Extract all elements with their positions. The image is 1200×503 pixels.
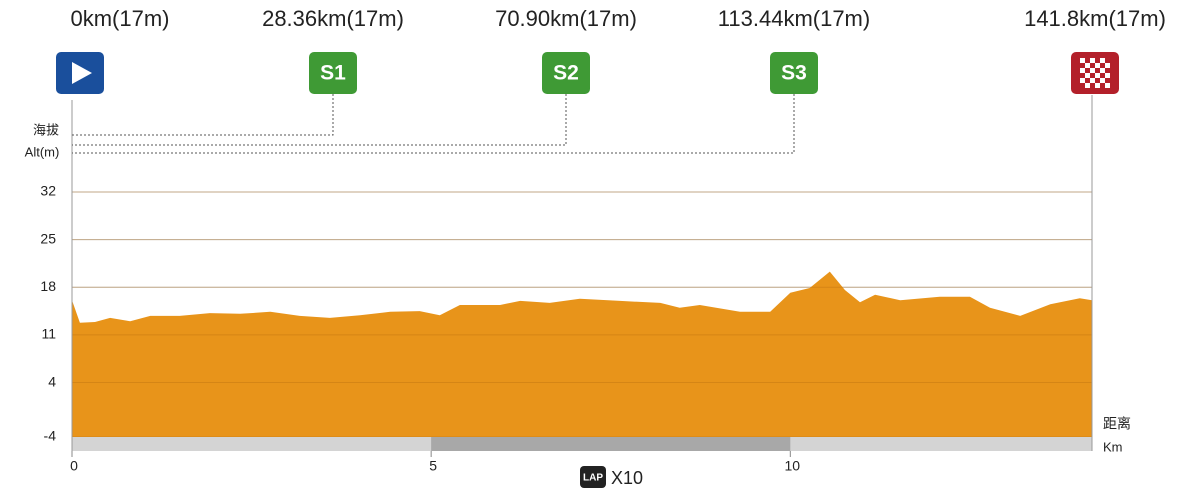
sprint-icon-text: S2 bbox=[553, 62, 579, 85]
elevation-area bbox=[72, 271, 1092, 437]
marker-label: 70.90km(17m) bbox=[495, 6, 637, 31]
marker-label: 113.44km(17m) bbox=[718, 6, 870, 31]
sprint-icon bbox=[770, 52, 818, 94]
marker-label: 28.36km(17m) bbox=[262, 6, 404, 31]
y-tick-label: 4 bbox=[48, 373, 56, 389]
finish-check bbox=[1095, 83, 1100, 88]
sprint-leader bbox=[72, 94, 795, 154]
finish-check bbox=[1090, 78, 1095, 83]
y-axis-label: 海拔 bbox=[33, 122, 59, 137]
finish-check bbox=[1085, 63, 1090, 68]
finish-check bbox=[1080, 58, 1085, 63]
sprint-icon-text: S3 bbox=[781, 62, 807, 85]
finish-check bbox=[1085, 83, 1090, 88]
finish-check bbox=[1105, 73, 1110, 78]
sprint-icon bbox=[309, 52, 357, 94]
y-tick-label: 11 bbox=[41, 326, 56, 342]
finish-check bbox=[1085, 73, 1090, 78]
sprint-leader bbox=[72, 94, 567, 146]
y-tick-label: 18 bbox=[40, 278, 56, 294]
sprint-leader bbox=[72, 94, 334, 136]
finish-check bbox=[1100, 68, 1105, 73]
y-axis-label-2: Alt(m) bbox=[25, 144, 60, 159]
finish-check bbox=[1080, 78, 1085, 83]
finish-check bbox=[1095, 73, 1100, 78]
finish-check bbox=[1105, 83, 1110, 88]
marker-label: 0km(17m) bbox=[70, 6, 169, 31]
finish-check bbox=[1090, 68, 1095, 73]
lap-badge bbox=[580, 466, 606, 488]
y-tick-label: 25 bbox=[40, 230, 56, 246]
x-axis-label-2: Km bbox=[1103, 439, 1123, 454]
y-tick-label: 32 bbox=[40, 183, 56, 199]
lap-count: X10 bbox=[611, 468, 643, 488]
finish-check bbox=[1100, 78, 1105, 83]
sprint-icon bbox=[542, 52, 590, 94]
x-tick-label: 5 bbox=[429, 458, 437, 474]
sprint-icon-text: S1 bbox=[320, 62, 346, 85]
x-tick-label: 10 bbox=[785, 458, 801, 474]
start-arrow bbox=[72, 62, 92, 84]
finish-check bbox=[1100, 58, 1105, 63]
x-axis-label: 距离 bbox=[1103, 416, 1131, 432]
marker-label: 141.8km(17m) bbox=[1024, 6, 1166, 31]
lap-badge-text: LAP bbox=[583, 473, 603, 484]
finish-check bbox=[1080, 68, 1085, 73]
finish-check bbox=[1105, 63, 1110, 68]
finish-check bbox=[1095, 63, 1100, 68]
y-tick-label: -4 bbox=[44, 428, 57, 444]
distance-strip-mid bbox=[431, 437, 791, 451]
x-tick-label: 0 bbox=[70, 458, 78, 474]
finish-check bbox=[1090, 58, 1095, 63]
